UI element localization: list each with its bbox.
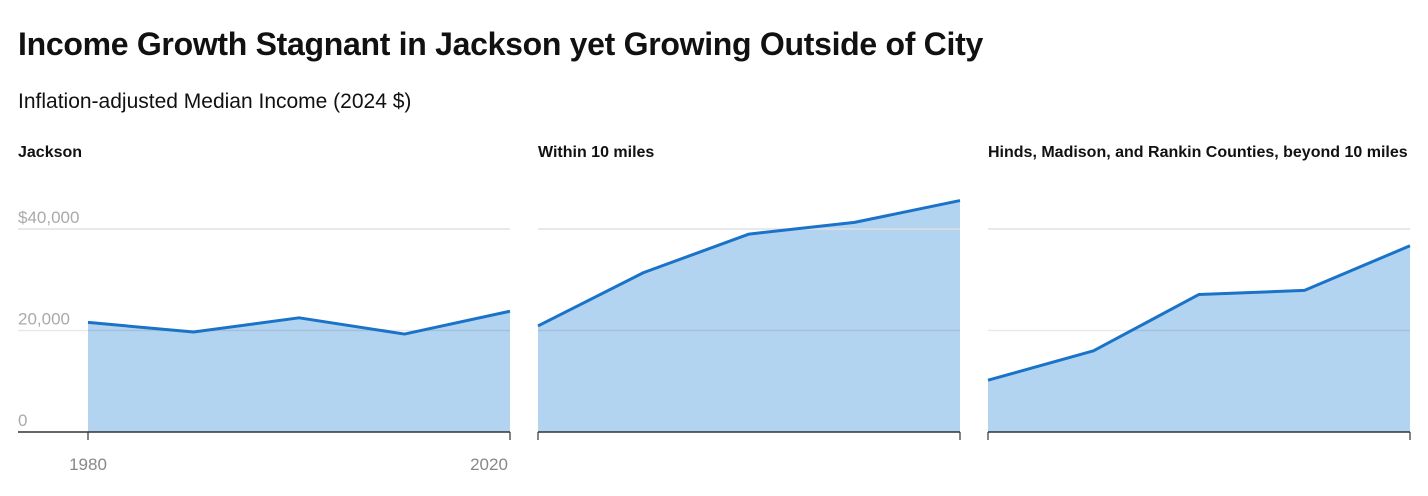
area-fill (988, 245, 1410, 432)
chart-title: Income Growth Stagnant in Jackson yet Gr… (18, 26, 983, 62)
panel-title-counties: Hinds, Madison, and Rankin Counties, bey… (988, 144, 1408, 161)
chart-subtitle: Inflation-adjusted Median Income (2024 $… (18, 90, 412, 113)
y-tick-label: $40,000 (18, 208, 79, 227)
y-tick-label: 20,000 (18, 310, 70, 329)
area-fill (538, 200, 960, 432)
x-tick-label: 2020 (470, 455, 508, 474)
y-tick-label: 0 (18, 411, 27, 430)
area-fill (88, 311, 510, 432)
x-tick-label: 1980 (69, 455, 107, 474)
panel-title-jackson: Jackson (18, 144, 83, 161)
panel-title-within-10-miles: Within 10 miles (538, 144, 655, 161)
